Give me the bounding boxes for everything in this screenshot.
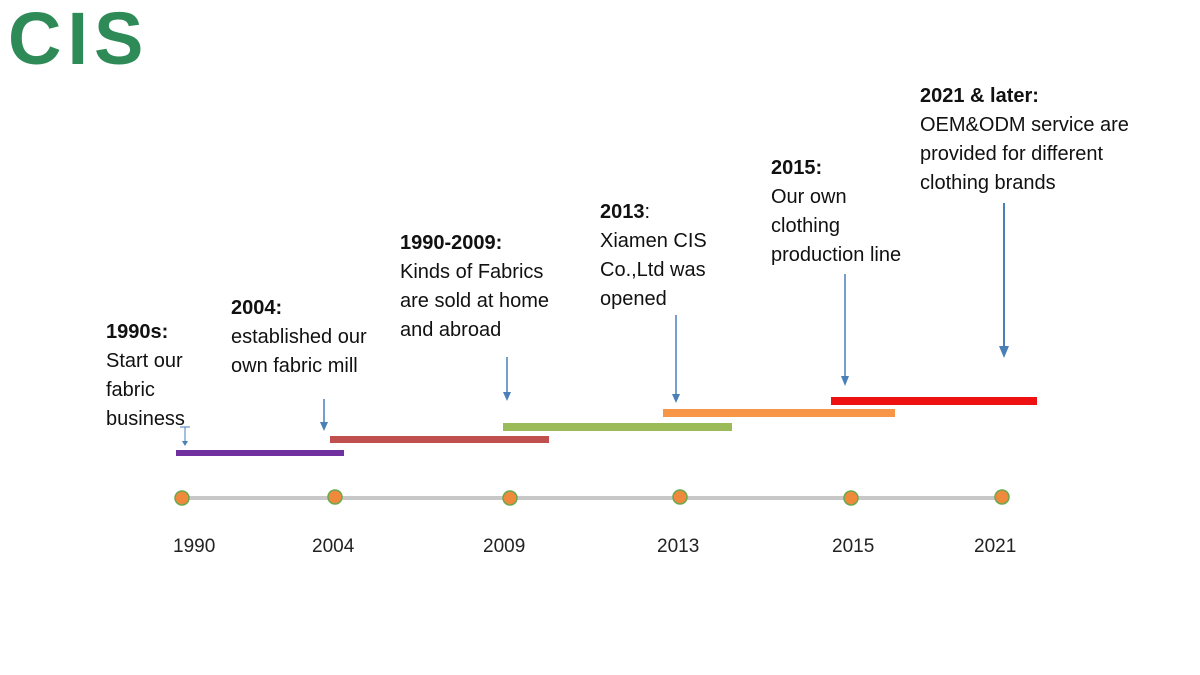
year-dot-2015 [843, 490, 859, 506]
milestone-heading: 2004: [231, 297, 283, 319]
arrow-2021 [999, 203, 1009, 358]
year-dot-2013 [672, 489, 688, 505]
year-label-2013: 2013 [657, 536, 699, 557]
milestone-2004: 2004: established our own fabric mill [231, 294, 367, 381]
milestone-description: Start our fabric business [106, 350, 185, 430]
milestone-heading: 1990-2009: [400, 232, 503, 254]
year-dot-2004 [327, 489, 343, 505]
milestone-description: Our own clothing production line [771, 186, 902, 266]
year-label-2015: 2015 [832, 536, 874, 557]
year-label-2021: 2021 [974, 536, 1016, 557]
milestone-2013: 2013: Xiamen CIS Co.,Ltd was opened [600, 198, 707, 314]
bar-1990-2009 [503, 423, 732, 431]
milestone-description: OEM&ODM service are provided for differe… [920, 114, 1129, 194]
year-dot-2021 [994, 489, 1010, 505]
arrow-2013 [672, 315, 680, 403]
arrow-2015 [841, 274, 849, 386]
arrow-1990s [180, 426, 190, 446]
year-label-1990: 1990 [173, 536, 215, 557]
bar-2013 [663, 409, 895, 417]
bar-1990s [176, 450, 344, 456]
milestone-heading: 2015: [771, 157, 823, 179]
milestone-2015: 2015: Our own clothing production line [771, 154, 901, 270]
milestone-description: established our own fabric mill [231, 326, 367, 377]
milestone-1990s: 1990s: Start our fabric business [106, 318, 185, 434]
milestone-description: Kinds of Fabrics are sold at home and ab… [400, 261, 549, 341]
milestone-heading: 1990s: [106, 321, 169, 343]
year-dot-2009 [502, 490, 518, 506]
arrow-2004 [320, 399, 328, 431]
year-label-2009: 2009 [483, 536, 525, 557]
milestone-description: Xiamen CIS Co.,Ltd was opened [600, 230, 707, 310]
year-dot-1990 [174, 490, 190, 506]
milestone-1990-2009: 1990-2009: Kinds of Fabrics are sold at … [400, 229, 549, 345]
milestone-heading: 2021 & later: [920, 85, 1039, 107]
year-label-2004: 2004 [312, 536, 355, 557]
cis-logo-text: CIS [8, 6, 149, 72]
cis-logo: CIS [8, 6, 149, 72]
arrow-1990-2009 [503, 357, 511, 401]
milestone-heading: 2013 [600, 201, 645, 223]
milestone-heading-suffix: : [644, 201, 651, 223]
milestone-2021: 2021 & later: OEM&ODM service are provid… [920, 82, 1129, 198]
bar-2004 [330, 436, 549, 443]
bar-2015 [831, 397, 1037, 405]
